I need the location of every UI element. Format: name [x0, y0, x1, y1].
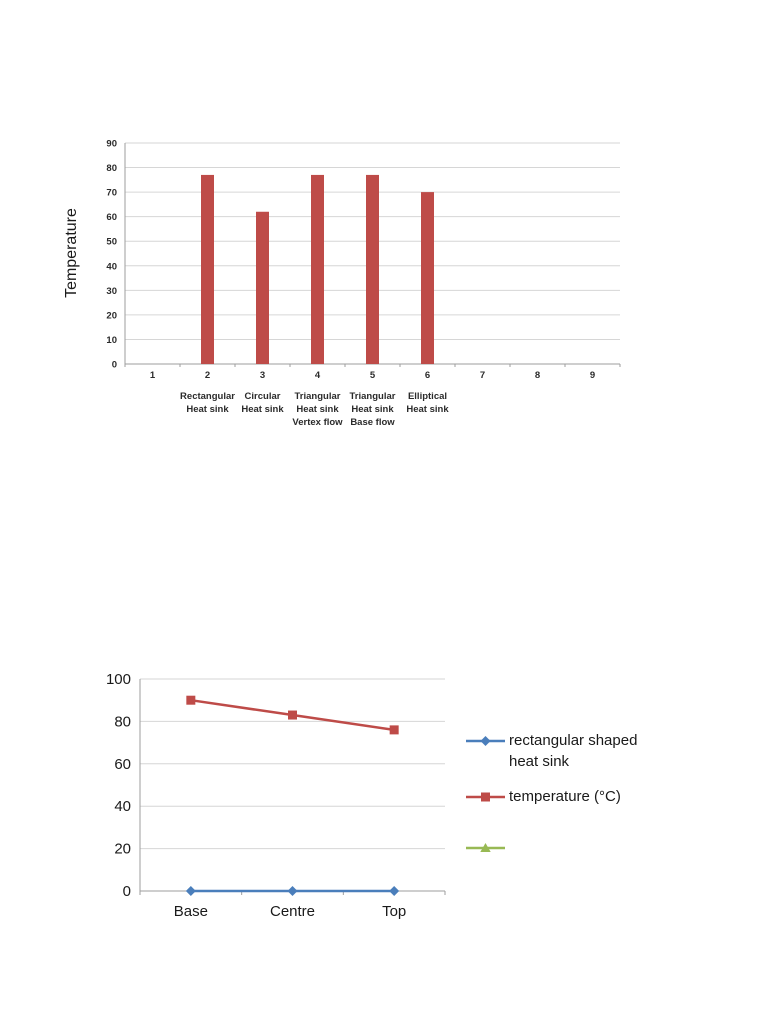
- marker-square-icon: [389, 725, 399, 735]
- x-axis-tick-label: 4: [315, 370, 321, 381]
- x-axis-tick-label: 2: [205, 370, 210, 381]
- category-label-line: Triangular: [295, 391, 341, 402]
- y-axis-tick-label: 0: [123, 883, 131, 900]
- category-label-line: Triangular: [350, 391, 396, 402]
- x-axis-tick-label: 8: [535, 370, 540, 381]
- marker-diamond-icon: [185, 886, 196, 896]
- y-axis-tick-label: 40: [106, 261, 117, 272]
- marker-diamond-icon: [480, 736, 491, 746]
- legend-label-temperature: temperature (°C): [509, 788, 621, 805]
- y-axis-tick-label: 20: [106, 310, 117, 321]
- category-label-line: Heat sink: [241, 404, 284, 415]
- x-axis-tick-label: Centre: [270, 903, 315, 920]
- y-axis-tick-label: 50: [106, 237, 117, 248]
- marker-diamond-icon: [389, 886, 400, 896]
- category-label-line: Heat sink: [296, 404, 339, 415]
- x-axis-tick-label: 3: [260, 370, 265, 381]
- legend-label-rectangular-heat-sink: rectangular shaped heat sink: [509, 732, 638, 770]
- x-axis-tick-label: 1: [150, 370, 156, 381]
- y-axis-title: Temperature: [63, 208, 80, 298]
- x-axis-tick-label: 7: [480, 370, 485, 381]
- y-axis-tick-label: 80: [106, 163, 117, 174]
- y-axis-tick-label: 0: [112, 360, 117, 371]
- category-label-line: Vertex flow: [292, 417, 343, 428]
- marker-square-icon: [288, 710, 297, 720]
- category-label-line: Base flow: [350, 417, 395, 428]
- marker-triangle-icon: [480, 843, 491, 852]
- bar: [366, 174, 379, 364]
- y-axis-tick-label: 30: [106, 286, 117, 297]
- bar: [256, 211, 269, 364]
- category-label-line: Heat sink: [186, 404, 229, 415]
- x-axis-tick-label: Top: [382, 903, 406, 920]
- bar: [311, 174, 324, 364]
- y-axis-tick-label: 10: [106, 335, 117, 346]
- x-axis-tick-label: 9: [590, 370, 595, 381]
- marker-square-icon: [481, 792, 490, 802]
- x-axis-tick-label: 5: [370, 370, 376, 381]
- y-axis-tick-label: 60: [106, 212, 117, 223]
- marker-diamond-icon: [287, 886, 298, 896]
- bar: [421, 192, 434, 364]
- x-axis-tick-label: 6: [425, 370, 430, 381]
- y-axis-tick-label: 70: [106, 188, 117, 199]
- category-label-line: Rectangular: [180, 391, 235, 402]
- y-axis-tick-label: 90: [106, 139, 117, 150]
- x-axis-tick-label: Base: [174, 903, 208, 920]
- y-axis-tick-label: 80: [114, 713, 131, 730]
- category-label-line: Heat sink: [351, 404, 394, 415]
- bar: [201, 174, 214, 364]
- y-axis-tick-label: 100: [106, 671, 131, 688]
- category-label-line: Heat sink: [406, 404, 449, 415]
- category-label-line: Elliptical: [408, 391, 447, 402]
- marker-square-icon: [186, 695, 196, 705]
- y-axis-tick-label: 20: [114, 841, 131, 858]
- category-label-line: Circular: [245, 391, 281, 402]
- y-axis-tick-label: 60: [114, 756, 131, 773]
- y-axis-tick-label: 40: [114, 798, 131, 815]
